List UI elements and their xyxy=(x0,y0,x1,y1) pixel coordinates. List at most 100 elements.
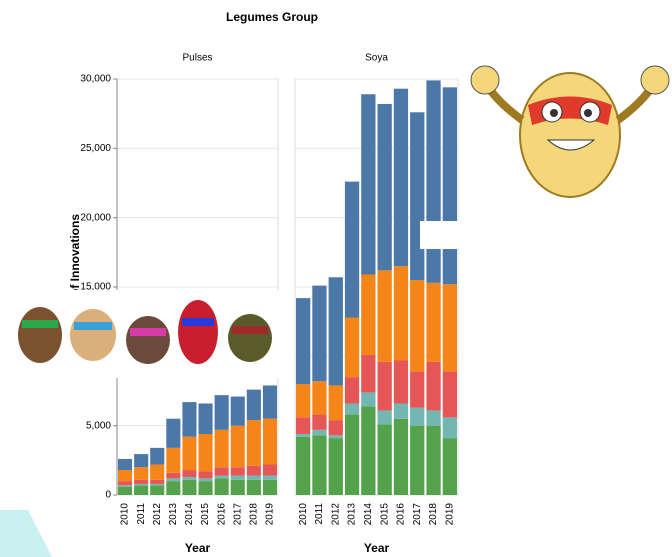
bar-segment xyxy=(231,397,245,426)
bar-segment xyxy=(231,426,245,468)
bar-segment xyxy=(410,280,424,372)
bar-segment xyxy=(199,481,213,495)
x-tick-label: 2019 xyxy=(444,503,455,526)
bar-segment xyxy=(378,424,392,495)
bar-segment xyxy=(182,470,196,477)
bar-segment xyxy=(263,464,277,475)
bar-segment xyxy=(166,419,180,448)
x-axis-title: Year xyxy=(185,541,211,555)
bar-segment xyxy=(263,476,277,480)
x-tick-label: 2011 xyxy=(314,503,325,525)
bar-segment xyxy=(150,484,164,485)
x-tick-label: 2015 xyxy=(200,503,211,526)
decor-shape xyxy=(0,510,52,557)
bar-segment xyxy=(199,434,213,471)
bar-segment xyxy=(296,437,310,495)
bar-segment xyxy=(118,459,132,470)
bar-segment xyxy=(118,470,132,481)
bar-segment xyxy=(182,402,196,437)
bar-segment xyxy=(410,112,424,280)
bar-segment xyxy=(345,415,359,495)
bean-hero xyxy=(462,60,672,206)
bar-segment xyxy=(443,417,457,438)
bar-segment xyxy=(166,473,180,479)
bar-segment xyxy=(296,298,310,384)
bar-segment xyxy=(378,270,392,362)
x-tick-label: 2012 xyxy=(330,503,341,526)
bar-segment xyxy=(247,466,261,476)
bar-segment xyxy=(182,480,196,495)
y-axis-title: of Innovations xyxy=(68,214,82,296)
bar-segment xyxy=(312,415,326,430)
bar-segment xyxy=(345,377,359,403)
x-tick-label: 2010 xyxy=(120,503,131,526)
bar-segment xyxy=(410,408,424,426)
bar-segment xyxy=(426,80,440,282)
bar-segment xyxy=(296,384,310,417)
bar-segment xyxy=(263,419,277,465)
bar-segment xyxy=(263,480,277,495)
bar-segment xyxy=(166,448,180,473)
bar-segment xyxy=(166,478,180,481)
bar-segment xyxy=(378,410,392,424)
bar-segment xyxy=(410,426,424,495)
bar-segment xyxy=(361,94,375,274)
bar-segment xyxy=(247,480,261,495)
bar-segment xyxy=(394,419,408,495)
bar-segment xyxy=(345,403,359,414)
x-tick-label: 2014 xyxy=(363,503,374,526)
y-tick-label: 30,000 xyxy=(80,74,111,85)
bar-segment xyxy=(166,481,180,495)
bar-segment xyxy=(410,372,424,408)
bar-segment xyxy=(118,487,132,495)
facet-title: Pulses xyxy=(182,53,212,64)
x-tick-label: 2013 xyxy=(347,503,358,526)
bar-segment xyxy=(215,430,229,467)
bar-segment xyxy=(426,426,440,495)
bar-segment xyxy=(329,277,343,385)
bar-segment xyxy=(182,437,196,470)
x-tick-label: 2013 xyxy=(168,503,179,526)
bar-segment xyxy=(443,284,457,371)
bar-segment xyxy=(361,392,375,406)
bar-segment xyxy=(378,104,392,270)
x-axis-title: Year xyxy=(364,541,390,555)
bar-segment xyxy=(263,385,277,418)
x-tick-label: 2019 xyxy=(265,503,276,526)
bar-segment xyxy=(118,481,132,485)
bar-segment xyxy=(118,485,132,486)
bar-segment xyxy=(394,89,408,266)
bar-segment xyxy=(199,478,213,481)
x-tick-label: 2015 xyxy=(379,503,390,526)
x-tick-label: 2016 xyxy=(396,503,407,526)
bar-segment xyxy=(247,476,261,480)
bar-segment xyxy=(150,464,164,479)
x-tick-label: 2012 xyxy=(152,503,163,526)
bar-segment xyxy=(215,395,229,430)
y-tick-label: 20,000 xyxy=(80,212,111,223)
x-tick-label: 2014 xyxy=(184,503,195,526)
y-tick-label: 25,000 xyxy=(80,143,111,154)
x-tick-label: 2017 xyxy=(232,503,243,526)
bar-segment xyxy=(215,467,229,475)
bar-segment xyxy=(296,417,310,434)
x-tick-label: 2016 xyxy=(216,503,227,526)
bar-segment xyxy=(312,286,326,382)
bar-segment xyxy=(134,467,148,479)
bar-segment xyxy=(231,467,245,475)
bar-segment xyxy=(443,87,457,284)
bar-segment xyxy=(345,182,359,318)
bar-segment xyxy=(394,266,408,360)
x-tick-label: 2010 xyxy=(298,503,309,526)
bar-segment xyxy=(394,403,408,418)
bar-segment xyxy=(247,420,261,466)
bar-segment xyxy=(312,430,326,436)
bar-segment xyxy=(329,385,343,420)
bar-segment xyxy=(150,485,164,495)
bar-segment xyxy=(199,403,213,434)
bar-segment xyxy=(150,480,164,484)
bar-segment xyxy=(150,448,164,465)
decor-patch xyxy=(420,221,470,249)
bar-segment xyxy=(361,406,375,495)
x-tick-label: 2018 xyxy=(428,503,439,526)
